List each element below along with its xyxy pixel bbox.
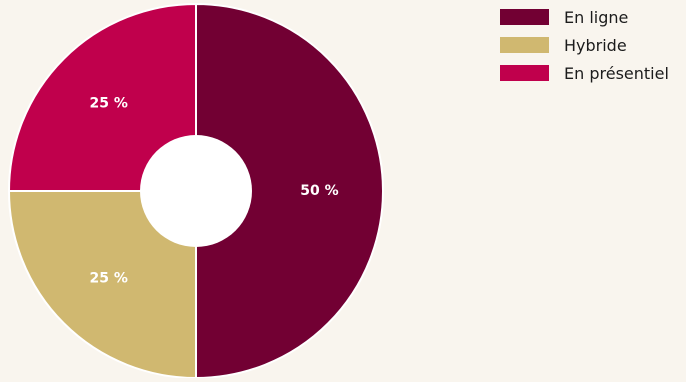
slice-label-en-presentiel: 25 % — [90, 96, 128, 112]
donut-hole — [140, 135, 252, 247]
legend-label-en-presentiel: En présentiel — [564, 63, 669, 83]
chart-legend: En ligne Hybride En présentiel — [500, 6, 669, 84]
legend-item-en-presentiel[interactable]: En présentiel — [500, 62, 669, 84]
slice-label-en-ligne: 50 % — [300, 183, 338, 199]
legend-swatch-en-presentiel — [500, 65, 549, 81]
legend-swatch-en-ligne — [500, 9, 549, 25]
legend-label-hybride: Hybride — [564, 35, 627, 55]
slice-label-hybride: 25 % — [90, 270, 128, 286]
legend-label-en-ligne: En ligne — [564, 7, 629, 27]
slice-en-ligne[interactable] — [195, 2, 384, 380]
legend-swatch-hybride — [500, 37, 549, 53]
legend-item-en-ligne[interactable]: En ligne — [500, 6, 669, 28]
legend-item-hybride[interactable]: Hybride — [500, 34, 669, 56]
slice-hybride[interactable] — [7, 190, 197, 380]
slice-en-presentiel[interactable] — [7, 2, 197, 192]
